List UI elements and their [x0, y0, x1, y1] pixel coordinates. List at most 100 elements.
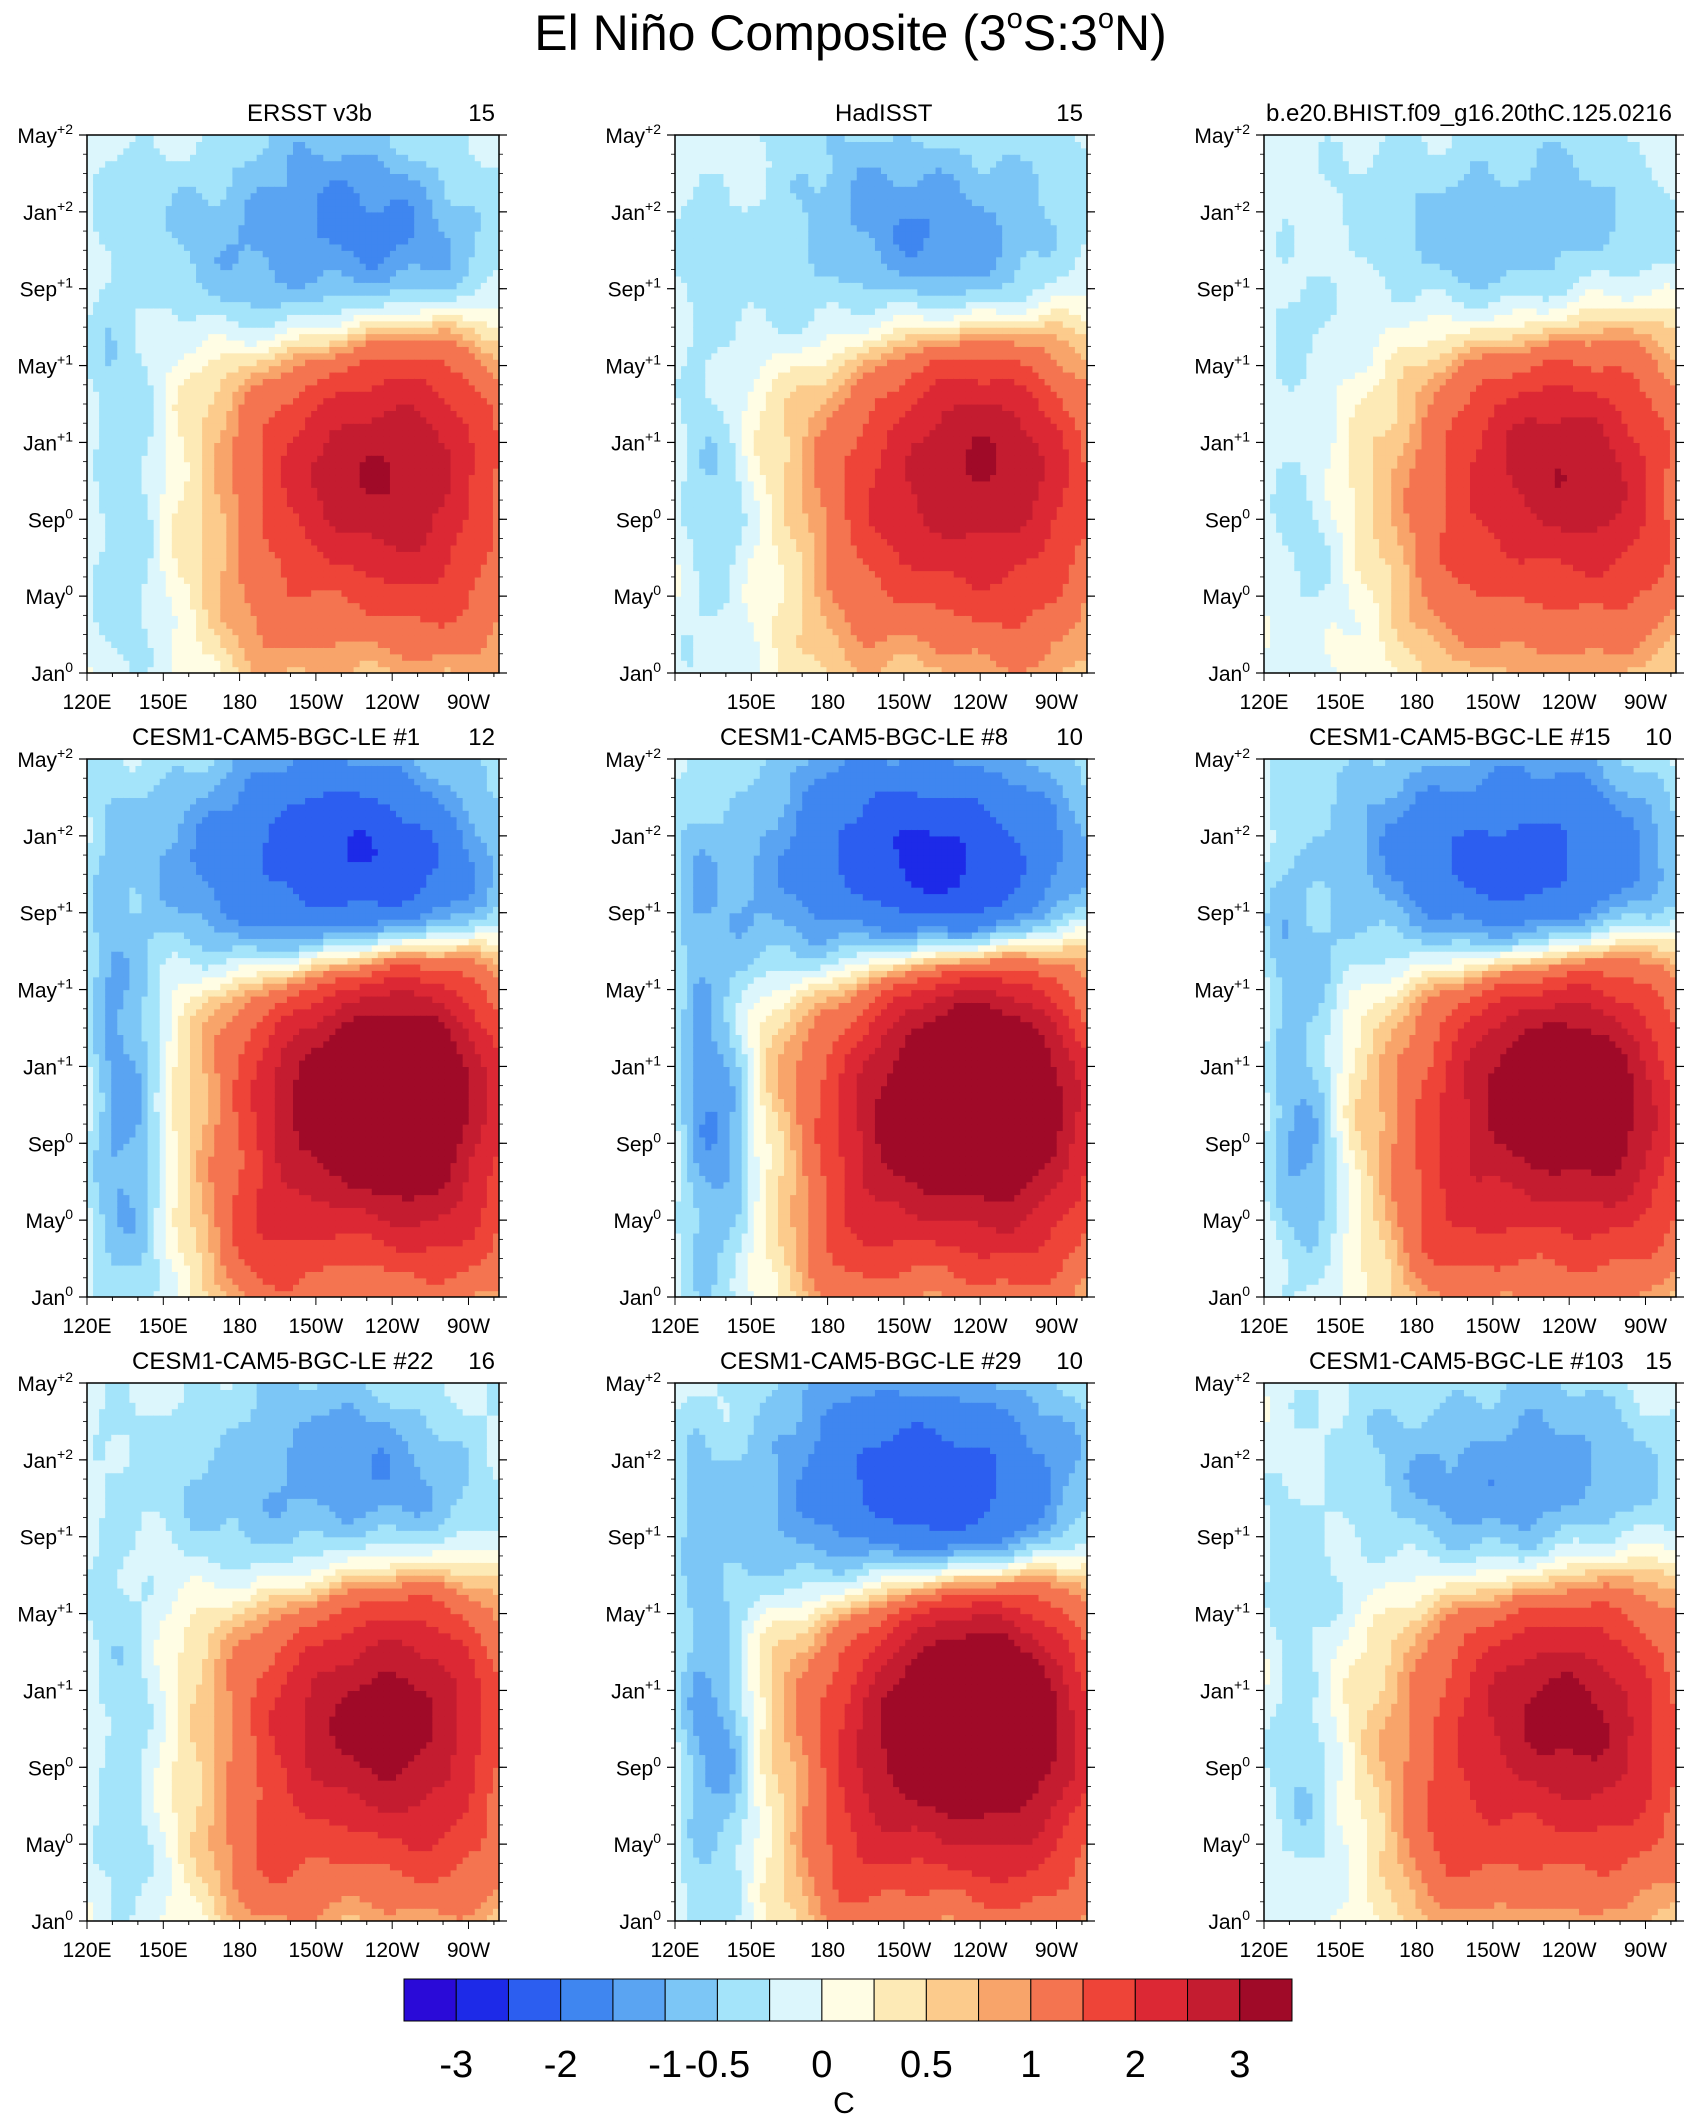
colorbar-swatch	[612, 1978, 666, 2022]
y-tick-label: Jan+2	[1200, 822, 1250, 849]
y-tick-label: Sep+1	[1197, 1523, 1251, 1550]
x-tick-label: 120W	[365, 1315, 420, 1338]
x-axis: 150E 180 150W 120W 90W	[674, 673, 1083, 714]
heatmap-cells	[1264, 135, 1676, 673]
y-tick-label: May+2	[605, 121, 661, 148]
x-tick-label: 180	[1399, 1315, 1434, 1338]
x-tick-label: 120E	[1239, 691, 1288, 714]
y-tick-label: Jan+1	[1200, 1676, 1250, 1703]
colorbar-label: -1	[648, 2044, 682, 2086]
colorbar-swatch	[455, 1978, 509, 2022]
y-tick-label: May+1	[17, 976, 73, 1003]
y-tick-label: Sep+1	[20, 1523, 74, 1550]
panel-count: 16	[1645, 100, 1672, 127]
x-tick-label: 150E	[727, 691, 776, 714]
colorbar-label: 0.5	[900, 2044, 953, 2086]
x-tick-label: 120W	[1542, 1315, 1597, 1338]
panel-count: 15	[1056, 100, 1083, 127]
panel-title: CESM1-CAM5-BGC-LE #8	[720, 724, 1008, 751]
x-tick-label: 180	[222, 691, 257, 714]
y-axis: Jan0 May0 Sep0 Jan+1 May+1 Sep+1 Jan+2 May+2	[1194, 1369, 1684, 1934]
y-tick-label: May0	[26, 1206, 74, 1233]
colorbar-label: -3	[439, 2044, 473, 2086]
panel-count: 16	[468, 1348, 495, 1375]
y-tick-label: May0	[614, 582, 662, 609]
y-tick-label: May0	[26, 582, 74, 609]
panel-count: 10	[1056, 1348, 1083, 1375]
y-tick-label: Jan0	[1208, 1283, 1250, 1310]
y-tick-label: Sep+1	[1197, 275, 1251, 302]
y-tick-label: May0	[26, 1830, 74, 1857]
y-tick-label: May0	[1203, 582, 1251, 609]
y-tick-label: Jan+2	[611, 198, 661, 225]
y-tick-label: Sep+1	[608, 275, 662, 302]
x-tick-label: 90W	[1035, 691, 1078, 714]
y-tick-label: Sep+1	[20, 899, 74, 926]
y-tick-label: Jan+2	[1200, 1446, 1250, 1473]
x-axis: 120E 150E 180 150W 120W 90W	[62, 1297, 495, 1338]
y-tick-label: Jan0	[619, 1283, 661, 1310]
x-tick-label: 90W	[1035, 1315, 1078, 1338]
x-tick-label: 120E	[62, 1939, 111, 1962]
y-tick-label: Sep0	[616, 1129, 661, 1156]
colorbar-swatch	[403, 1978, 457, 2022]
panel-2: HadISST 15 Jan0 May0 Sep0 Jan+1 May+1 Sep+1 Jan+…	[605, 100, 1095, 714]
y-tick-label: May+2	[1194, 1369, 1250, 1396]
y-tick-label: Sep0	[28, 1753, 73, 1780]
y-tick-label: May+2	[605, 1369, 661, 1396]
colorbar-swatch	[769, 1978, 823, 2022]
y-tick-label: Jan+1	[1200, 1052, 1250, 1079]
colorbar-swatch	[1082, 1978, 1136, 2022]
y-tick-label: Jan0	[31, 1283, 73, 1310]
colorbar-swatch	[1187, 1978, 1241, 2022]
heatmap-cells	[675, 135, 1087, 673]
y-tick-label: Jan+1	[23, 1676, 73, 1703]
panel-count: 15	[468, 100, 495, 127]
colorbar-swatch	[1239, 1978, 1293, 2022]
x-tick-label: 150E	[1316, 1939, 1365, 1962]
x-tick-label: 150E	[1316, 1315, 1365, 1338]
y-tick-label: Jan0	[619, 1907, 661, 1934]
panel-7: CESM1-CAM5-BGC-LE #22 16 Jan0 May0 Sep0 Jan+1…	[17, 1348, 507, 1962]
x-tick-label: 120W	[953, 1315, 1008, 1338]
y-tick-label: Jan+2	[1200, 198, 1250, 225]
x-tick-label: 120E	[650, 1315, 699, 1338]
x-tick-label: 180	[222, 1315, 257, 1338]
x-tick-label: 150W	[876, 1315, 931, 1338]
panel-title: CESM1-CAM5-BGC-LE #15	[1309, 724, 1610, 751]
heatmap-cells	[87, 1383, 499, 1921]
panel-title: CESM1-CAM5-BGC-LE #22	[132, 1348, 433, 1375]
panel-title: b.e20.BHIST.f09_g16.20thC.125.02	[1266, 100, 1645, 127]
x-tick-label: 120E	[1239, 1315, 1288, 1338]
y-tick-label: Jan0	[1208, 1907, 1250, 1934]
y-tick-label: Jan+1	[611, 1052, 661, 1079]
x-tick-label: 120W	[1542, 691, 1597, 714]
y-tick-label: May+1	[605, 976, 661, 1003]
heatmap-cells	[1264, 759, 1676, 1297]
x-tick-label: 180	[810, 691, 845, 714]
panel-8: CESM1-CAM5-BGC-LE #29 10 Jan0 May0 Sep0 Jan+1…	[605, 1348, 1095, 1962]
colorbar-swatch	[507, 1978, 562, 2022]
x-axis: 120E 150E 180 150W 120W 90W	[1239, 1297, 1672, 1338]
y-tick-label: Jan+1	[23, 1052, 73, 1079]
panel-title: CESM1-CAM5-BGC-LE #29	[720, 1348, 1021, 1375]
panel-title: CESM1-CAM5-BGC-LE #103	[1309, 1348, 1624, 1375]
x-tick-label: 150W	[288, 1315, 343, 1338]
y-axis: Jan0 May0 Sep0 Jan+1 May+1 Sep+1 Jan+2 May+2	[17, 745, 507, 1310]
y-tick-label: May+2	[17, 745, 73, 772]
x-tick-label: 120W	[1542, 1939, 1597, 1962]
y-tick-label: May+1	[605, 352, 661, 379]
y-tick-label: May+2	[17, 121, 73, 148]
x-tick-label: 150W	[876, 691, 931, 714]
y-tick-label: May+1	[17, 352, 73, 379]
x-tick-label: 150W	[288, 1939, 343, 1962]
y-tick-label: May0	[1203, 1206, 1251, 1233]
colorbar-label: -2	[544, 2044, 578, 2086]
y-tick-label: Jan+1	[1200, 428, 1250, 455]
figure-title: El Niño Composite (3oS:3oN)	[0, 3, 1701, 62]
colorbar-swatch	[978, 1978, 1032, 2022]
x-tick-label: 150W	[1465, 1939, 1520, 1962]
colorbar-label: 0	[811, 2044, 832, 2086]
panel-count: 10	[1645, 724, 1672, 751]
